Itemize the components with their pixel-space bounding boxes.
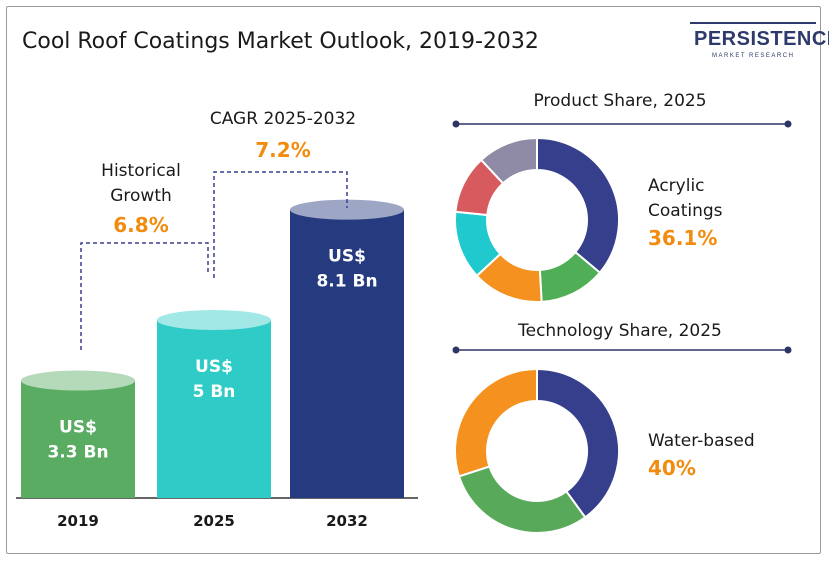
bar-2032 — [290, 209, 404, 498]
technology-share-divider — [452, 346, 792, 354]
technology-share-slice-2 — [457, 465, 587, 534]
technology-highlight-label: Water-based — [648, 431, 755, 451]
product-highlight-label-line2: Coatings — [648, 201, 723, 221]
technology-share-slice-1 — [536, 367, 620, 519]
technology-highlight-value: 40% — [648, 456, 696, 480]
bar-value-amount-2025: 5 Bn — [193, 382, 236, 402]
bar-value-label-2019: US$ — [59, 418, 97, 438]
historical-label-line1: Historical — [101, 161, 181, 181]
logo-main-text: PERSISTENCE — [694, 28, 829, 50]
product-share-divider — [452, 120, 792, 128]
cagr-value: 7.2% — [255, 138, 310, 162]
bar-value-amount-2032: 8.1 Bn — [316, 272, 377, 292]
bar-chart: US$ 3.3 Bn 2019 US$ 5 Bn 2025 US$ 8.1 Bn 2032 — [16, 199, 418, 530]
bar-2025 — [157, 320, 271, 498]
growth-connectors — [80, 171, 348, 350]
logo-sub-text: MARKET RESEARCH — [712, 53, 794, 59]
persistence-logo: PERSISTENCE MARKET RESEARCH — [690, 22, 829, 59]
page-title: Cool Roof Coatings Market Outlook, 2019-… — [22, 29, 539, 54]
technology-share-title: Technology Share, 2025 — [517, 321, 722, 341]
bar-value-amount-2019: 3.3 Bn — [47, 443, 108, 463]
bar-top-2019 — [21, 370, 135, 391]
bar-value-label-2025: US$ — [195, 357, 233, 377]
bar-category-label-2025: 2025 — [193, 512, 235, 530]
product-share-slice-6 — [479, 136, 538, 185]
technology-share-slice-3 — [454, 367, 538, 478]
bar-top-2025 — [157, 310, 271, 330]
infographic-frame — [6, 6, 821, 554]
logo-top-rule — [690, 22, 816, 24]
cagr-connector — [213, 171, 348, 278]
bar-2019 — [21, 380, 135, 498]
product-highlight-label-line1: Acrylic — [648, 176, 705, 196]
cagr-label: CAGR 2025-2032 — [210, 109, 356, 129]
bar-category-label-2019: 2019 — [57, 512, 99, 530]
bar-value-label-2032: US$ — [328, 247, 366, 267]
technology-share-donut — [454, 367, 620, 534]
bar-top-2032 — [290, 199, 404, 220]
product-share-slice-1 — [536, 136, 620, 275]
historical-label-line2: Growth — [110, 186, 172, 206]
bar-category-label-2032: 2032 — [326, 512, 368, 530]
historical-growth-value: 6.8% — [113, 213, 168, 237]
product-share-donut — [454, 136, 620, 303]
product-highlight-value: 36.1% — [648, 226, 717, 250]
historical-growth-connector — [80, 242, 209, 350]
product-share-title: Product Share, 2025 — [533, 91, 706, 111]
